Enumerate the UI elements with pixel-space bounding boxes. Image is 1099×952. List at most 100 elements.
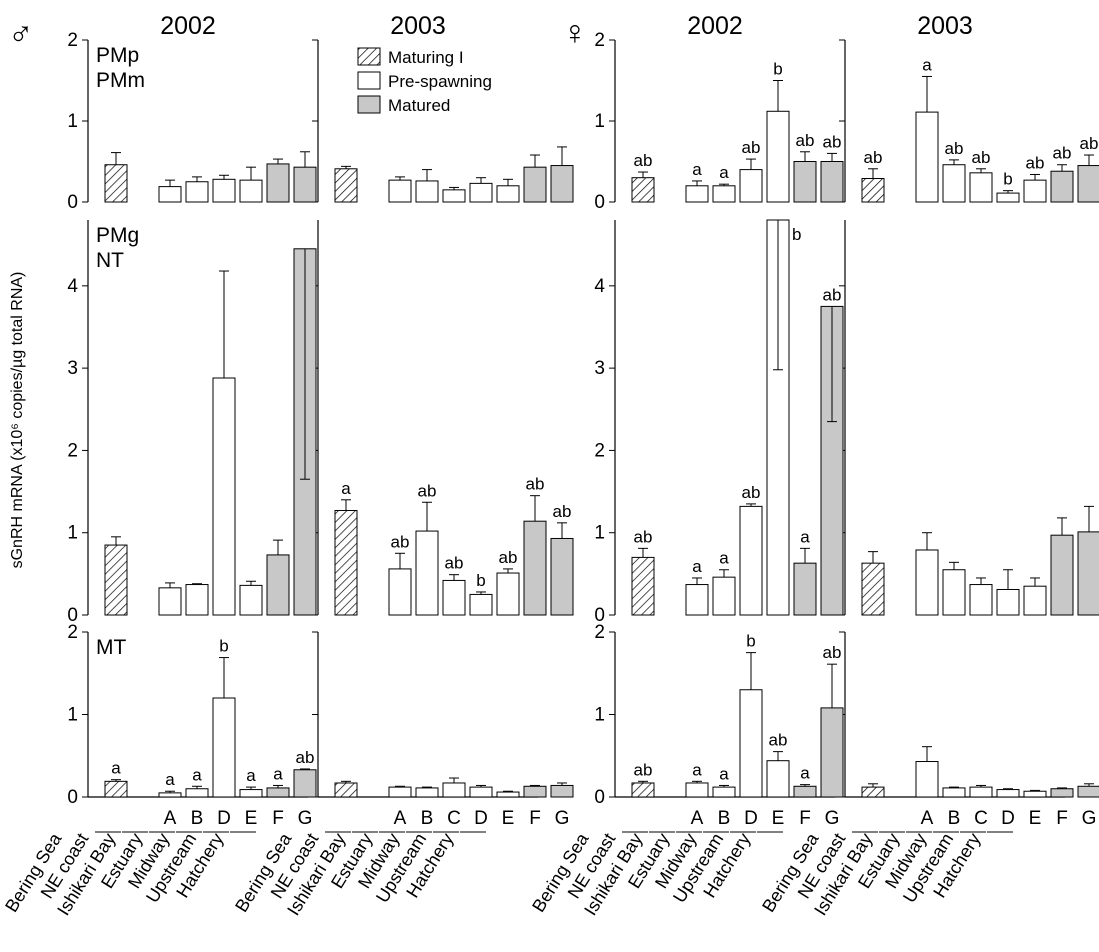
row-label: PMm (96, 69, 145, 92)
y-tick-label: 2 (594, 440, 605, 461)
panel-bars (104, 248, 317, 616)
x-category-letter: C (447, 808, 461, 829)
bar (1077, 531, 1099, 616)
bar (739, 169, 763, 203)
bar (685, 584, 709, 616)
bar (496, 791, 520, 798)
bar (550, 165, 574, 203)
x-category-letter: B (948, 808, 961, 829)
significance-label: ab (296, 748, 315, 767)
bar (915, 111, 939, 203)
bar (861, 786, 885, 798)
row-label: PMp (96, 44, 139, 67)
bar (104, 164, 128, 203)
x-category-letter: A (921, 808, 934, 829)
x-category-letter: D (217, 808, 231, 829)
bar (239, 179, 263, 203)
y-tick-label: 1 (67, 111, 78, 132)
significance-label: b (773, 60, 782, 79)
bar (766, 760, 790, 798)
y-tick-label: 3 (594, 358, 605, 379)
x-category-letter: B (191, 808, 204, 829)
bar (915, 549, 939, 616)
x-category-letter: F (529, 808, 541, 829)
bar (388, 568, 412, 616)
significance-label: ab (823, 643, 842, 662)
bar (442, 579, 466, 616)
year-title: 2002 (687, 12, 743, 40)
y-tick-label: 1 (594, 523, 605, 544)
bar (820, 707, 844, 798)
x-category-letter: F (1056, 808, 1068, 829)
significance-label: ab (742, 138, 761, 157)
bar (104, 780, 128, 798)
male-symbol: ♂ (8, 14, 34, 52)
bar (496, 185, 520, 203)
bar (1023, 585, 1047, 616)
bar (185, 788, 209, 798)
significance-label: ab (634, 527, 653, 546)
significance-label: b (219, 637, 228, 656)
bar (293, 166, 317, 203)
legend-label: Maturing I (388, 48, 464, 67)
bar (523, 785, 547, 798)
bar (442, 189, 466, 203)
bar (334, 782, 358, 798)
x-category-letter: E (1029, 808, 1042, 829)
x-category-letter: B (421, 808, 434, 829)
bar (915, 761, 939, 798)
legend-swatch (357, 71, 381, 90)
panel-axes (839, 631, 1065, 798)
row-label: PMg (96, 224, 139, 247)
bar (969, 584, 993, 616)
y-tick-label: 3 (67, 358, 78, 379)
x-category-letter: E (772, 808, 785, 829)
significance-label: a (692, 760, 702, 779)
y-tick-label: 2 (594, 30, 605, 51)
y-tick-label: 2 (67, 622, 78, 643)
bar (712, 786, 736, 798)
significance-label: ab (526, 475, 545, 494)
bar (1050, 170, 1074, 203)
legend-swatch (357, 95, 381, 114)
bar (793, 562, 817, 616)
bar (550, 537, 574, 616)
panel-axes: 0 1 2 3 4 (594, 220, 616, 626)
y-tick-label: 2 (594, 622, 605, 643)
bar (388, 786, 412, 798)
panel-axes: 0 1 2 (594, 30, 616, 213)
significance-label: ab (634, 760, 653, 779)
x-category-letter: A (164, 808, 177, 829)
x-category-letter: G (298, 808, 313, 829)
significance-label: ab (823, 132, 842, 151)
y-tick-label: 1 (67, 523, 78, 544)
y-tick-label: 1 (594, 111, 605, 132)
significance-label: ab (634, 151, 653, 170)
x-category-letter: D (474, 808, 488, 829)
significance-label: a (719, 163, 729, 182)
significance-label: a (246, 766, 256, 785)
significance-label: ab (864, 148, 883, 167)
bar (185, 181, 209, 203)
legend-label: Pre-spawning (388, 72, 492, 91)
significance-label: ab (1080, 134, 1099, 153)
legend-label: Matured (388, 96, 450, 115)
bar (469, 182, 493, 203)
panel-axes: 0 1 2 3 4 (67, 220, 89, 626)
bar (266, 787, 290, 798)
y-tick-label: 0 (594, 605, 605, 626)
panel-bars (334, 146, 574, 203)
x-category-letter: F (272, 808, 284, 829)
bar (631, 556, 655, 616)
legend: Maturing I Pre-spawning Matured (357, 47, 492, 115)
y-tick-label: 0 (67, 192, 78, 213)
bar (969, 786, 993, 798)
significance-label: a (111, 759, 121, 778)
y-tick-label: 0 (67, 787, 78, 808)
bar (334, 168, 358, 203)
bar (712, 576, 736, 616)
legend-swatch (357, 47, 381, 66)
